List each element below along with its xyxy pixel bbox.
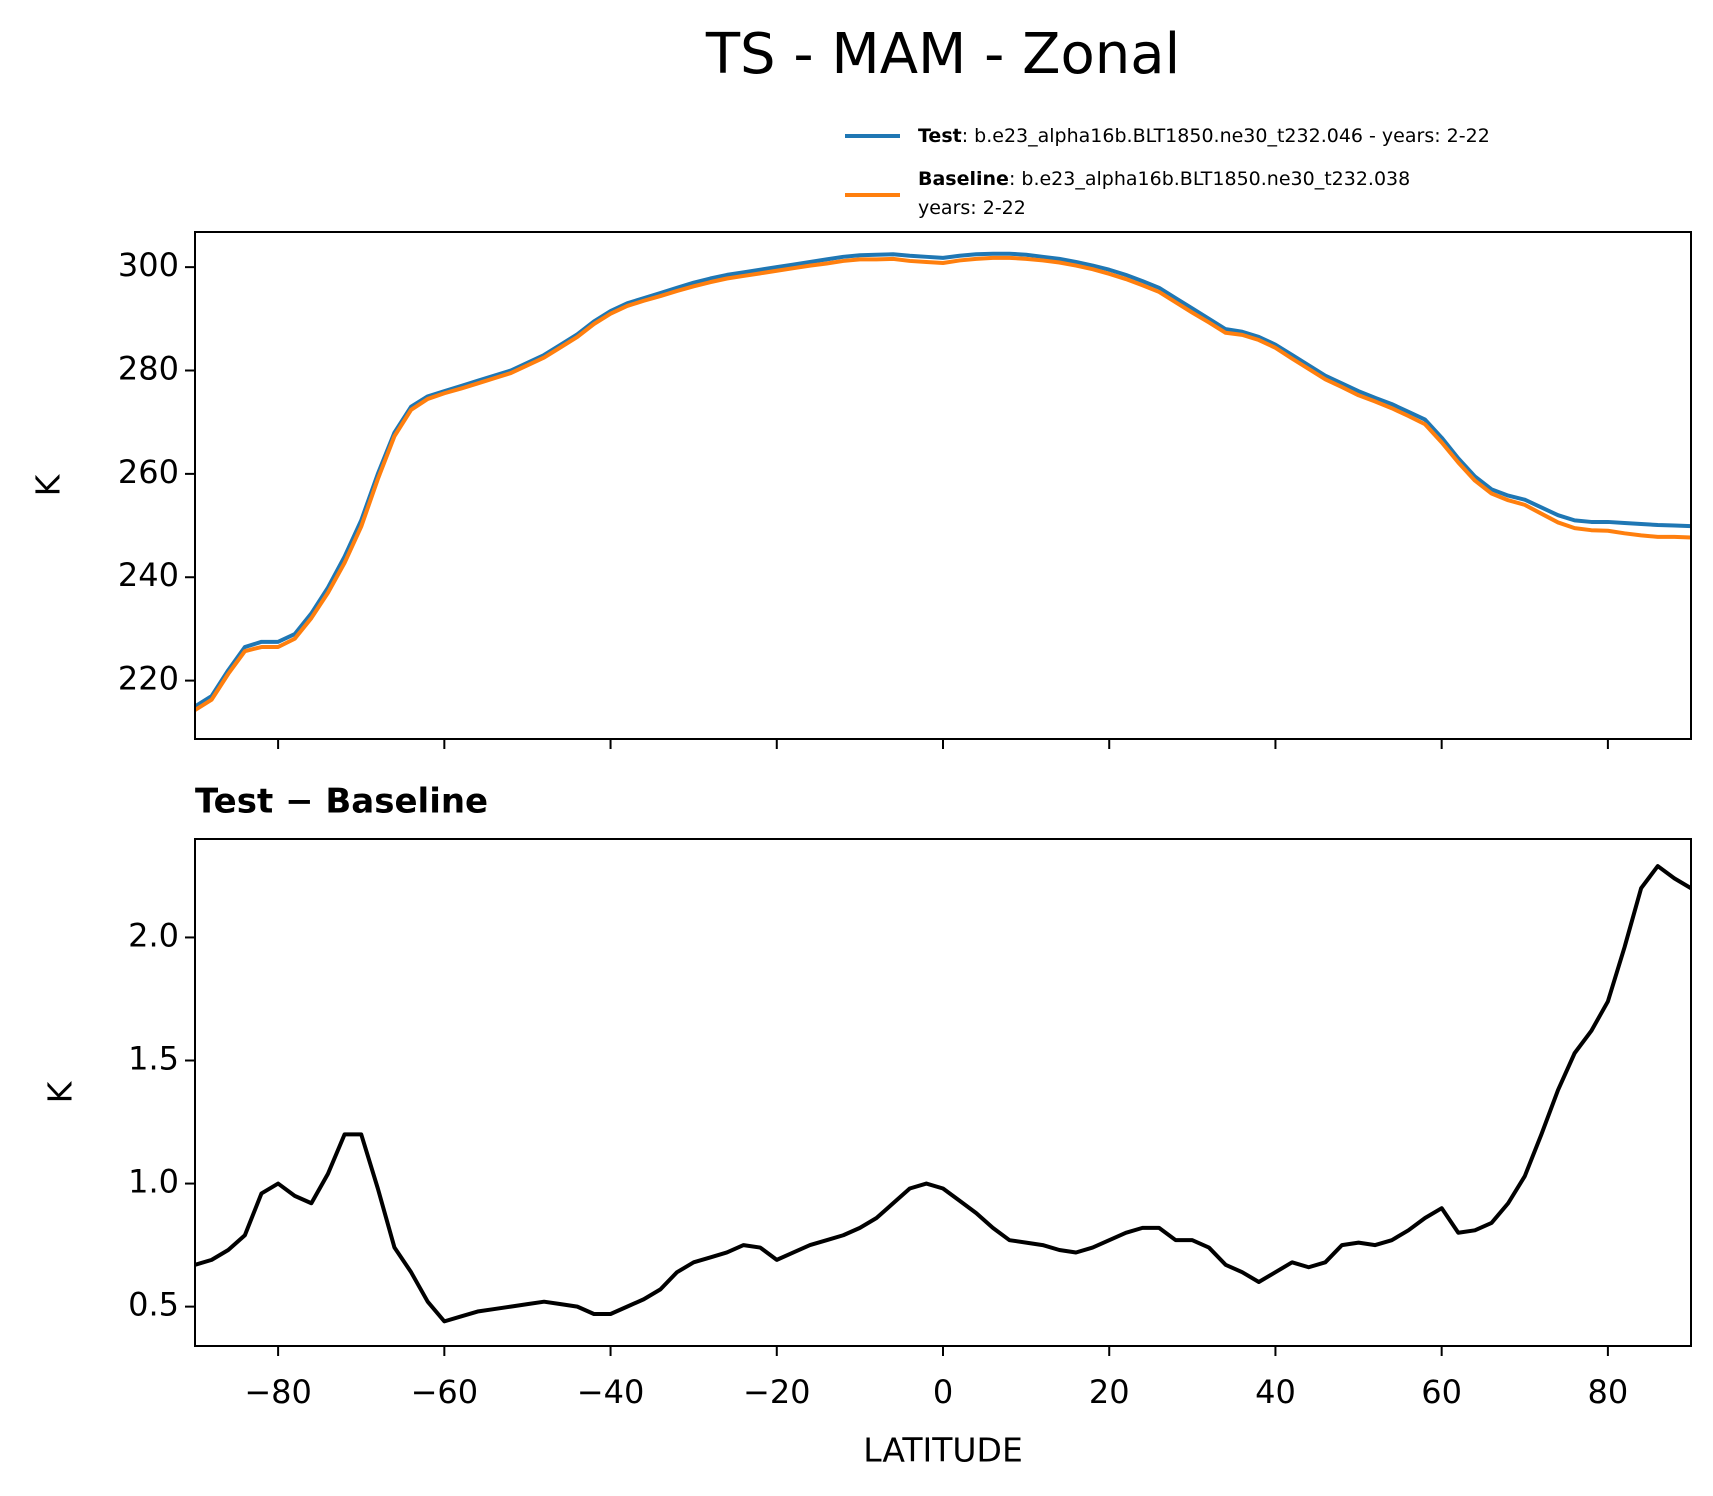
legend-description: years: 2-22 [918, 197, 1026, 219]
x-tick-label: 40 [1255, 1373, 1296, 1411]
data-line [195, 864, 1691, 1324]
legend-label: Test: b.e23_alpha16b.BLT1850.ne30_t232.0… [918, 125, 1490, 147]
x-tick-label: 20 [1089, 1373, 1130, 1411]
y-tick-label: 2.0 [128, 916, 179, 954]
y-axis-label: K [29, 473, 68, 496]
legend-name: Test [918, 125, 962, 147]
x-axis-label: LATITUDE [863, 1431, 1023, 1470]
plot-area [195, 251, 1691, 712]
y-tick-label: 1.0 [128, 1163, 179, 1201]
axes-title: Test − Baseline [195, 782, 488, 822]
y-tick-label: 300 [118, 246, 179, 284]
y-axis-label: K [41, 1080, 80, 1103]
x-tick-label: 0 [933, 1373, 953, 1411]
y-tick-label: 0.5 [128, 1286, 179, 1324]
y-tick-label: 240 [118, 556, 179, 594]
legend-label: years: 2-22 [918, 197, 1026, 219]
x-tick-label: 80 [1588, 1373, 1629, 1411]
y-tick-label: 1.5 [128, 1040, 179, 1078]
x-tick-label: −80 [244, 1373, 312, 1411]
y-tick-label: 220 [118, 660, 179, 698]
axes-frame [194, 231, 1692, 740]
x-tick-label: −60 [411, 1373, 479, 1411]
y-tick-label: 260 [118, 453, 179, 491]
legend-name: Baseline [918, 168, 1009, 190]
y-tick-label: 280 [118, 350, 179, 388]
x-tick-label: −40 [577, 1373, 645, 1411]
plot-area [195, 864, 1691, 1324]
legend-description: : b.e23_alpha16b.BLT1850.ne30_t232.046 -… [962, 125, 1490, 147]
data-line [195, 255, 1691, 712]
figure-title: TS - MAM - Zonal [705, 22, 1180, 87]
x-tick-label: 60 [1421, 1373, 1462, 1411]
axes-frame [194, 838, 1692, 1347]
x-tick-label: −20 [743, 1373, 811, 1411]
legend-label: Baseline: b.e23_alpha16b.BLT1850.ne30_t2… [918, 168, 1410, 190]
legend-description: : b.e23_alpha16b.BLT1850.ne30_t232.038 [1009, 168, 1410, 190]
